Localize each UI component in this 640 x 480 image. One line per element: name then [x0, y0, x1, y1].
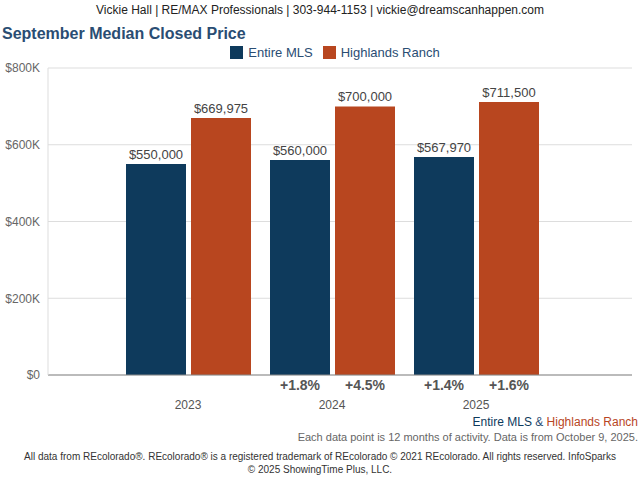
html-text:Vickie Hall | RE/MAX Professio: Vickie Hall | RE/MAX Professionals | 303…	[96, 3, 544, 17]
svg-text:$400K: $400K	[8, 215, 40, 229]
svg-text:$0: $0	[27, 368, 41, 382]
svg-text:+1.8%: +1.8%	[280, 377, 321, 393]
svg-text:2025: 2025	[463, 398, 490, 412]
html-text:September Median Closed Price: September Median Closed Price	[2, 25, 246, 42]
svg-text:2023: 2023	[175, 398, 202, 412]
html-text:All data from REcolorado®. REc: All data from REcolorado®. REcolorado® i…	[24, 451, 616, 475]
svg-text:$700,000: $700,000	[338, 89, 392, 104]
html-text:Highlands Ranch: Highlands Ranch	[340, 45, 440, 60]
html-text:Each data point is 12 months o: Each data point is 12 months of activity…	[297, 431, 638, 443]
svg-text:2024: 2024	[319, 398, 346, 412]
svg-text:+1.4%: +1.4%	[424, 377, 465, 393]
svg-text:+1.6%: +1.6%	[489, 377, 530, 393]
svg-text:$200K: $200K	[8, 292, 40, 306]
svg-text:$560,000: $560,000	[273, 143, 327, 158]
html-text:Entire MLS: Entire MLS	[248, 45, 313, 60]
svg-text:$567,970: $567,970	[417, 140, 471, 155]
svg-text:$711,500: $711,500	[482, 85, 535, 100]
svg-text:$550,000: $550,000	[129, 147, 183, 162]
svg-text:+4.5%: +4.5%	[345, 377, 386, 393]
svg-text:$600K: $600K	[8, 138, 40, 152]
svg-text:$669,975: $669,975	[194, 101, 248, 116]
html-text:Entire MLS & Highlands Ranch: Entire MLS & Highlands Ranch	[472, 415, 638, 429]
svg-text:$800K: $800K	[8, 61, 40, 75]
